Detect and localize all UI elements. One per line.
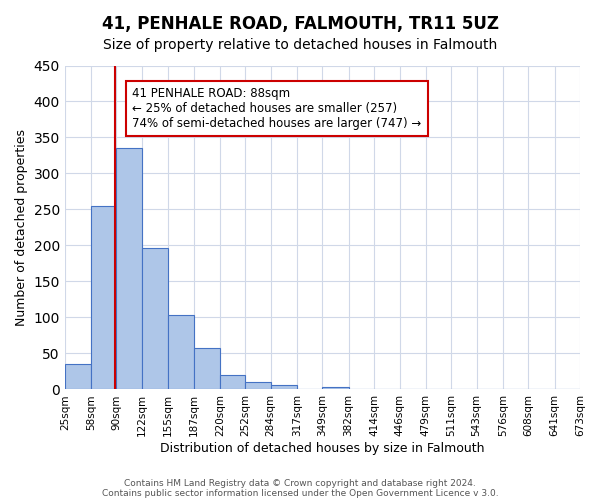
Text: 41, PENHALE ROAD, FALMOUTH, TR11 5UZ: 41, PENHALE ROAD, FALMOUTH, TR11 5UZ: [101, 15, 499, 33]
Bar: [65, 364, 91, 390]
Bar: [116, 148, 142, 390]
Bar: [349, 388, 374, 390]
Text: Contains HM Land Registry data © Crown copyright and database right 2024.: Contains HM Land Registry data © Crown c…: [124, 478, 476, 488]
Bar: [194, 348, 220, 390]
Bar: [220, 375, 245, 390]
Bar: [91, 206, 116, 390]
Bar: [245, 382, 271, 390]
Bar: [142, 248, 168, 390]
Bar: [168, 314, 194, 390]
Bar: [322, 388, 349, 390]
Y-axis label: Number of detached properties: Number of detached properties: [15, 129, 28, 326]
Text: Size of property relative to detached houses in Falmouth: Size of property relative to detached ho…: [103, 38, 497, 52]
Bar: [554, 388, 580, 390]
Text: Contains public sector information licensed under the Open Government Licence v : Contains public sector information licen…: [101, 488, 499, 498]
X-axis label: Distribution of detached houses by size in Falmouth: Distribution of detached houses by size …: [160, 442, 485, 455]
Text: 41 PENHALE ROAD: 88sqm
← 25% of detached houses are smaller (257)
74% of semi-de: 41 PENHALE ROAD: 88sqm ← 25% of detached…: [133, 87, 422, 130]
Bar: [297, 388, 322, 390]
Bar: [271, 385, 297, 390]
